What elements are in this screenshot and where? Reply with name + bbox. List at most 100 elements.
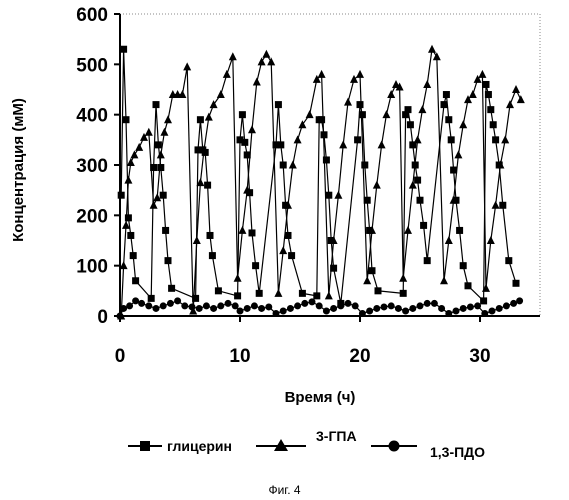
legend-item-glycerin: глицерин	[128, 438, 232, 454]
data-point-circle	[496, 305, 503, 312]
series-line-glycerin	[121, 49, 516, 303]
data-point-circle	[153, 305, 160, 312]
legend-square-marker-icon	[140, 441, 150, 451]
data-point-square	[155, 141, 162, 148]
data-point-square	[153, 101, 160, 108]
data-point-circle	[395, 305, 402, 312]
data-point-circle	[287, 305, 294, 312]
data-point-triangle	[229, 52, 237, 60]
data-point-circle	[138, 300, 145, 307]
data-point-square	[490, 121, 497, 128]
data-point-circle	[316, 302, 323, 309]
data-point-square	[445, 116, 452, 123]
legend-item-1-3-pdo: 1,3-ПДО	[371, 441, 485, 461]
data-point-square	[465, 282, 472, 289]
data-point-square	[480, 297, 487, 304]
data-point-triangle	[517, 95, 525, 103]
data-point-circle	[373, 305, 380, 312]
data-point-square	[168, 285, 175, 292]
data-point-circle	[453, 307, 460, 314]
data-point-triangle	[418, 105, 426, 113]
data-point-triangle	[356, 70, 364, 78]
data-point-circle	[359, 310, 366, 317]
data-point-square	[443, 91, 450, 98]
data-point-triangle	[289, 161, 297, 169]
figure-caption: Фиг. 4	[0, 483, 569, 497]
data-point-circle	[174, 297, 181, 304]
data-point-circle	[280, 307, 287, 314]
data-point-square	[197, 116, 204, 123]
data-point-circle	[388, 302, 395, 309]
legend-item-3-hpa: 3-ГПА	[256, 428, 357, 451]
data-point-triangle	[492, 201, 500, 209]
data-point-square	[424, 257, 431, 264]
data-point-triangle	[127, 158, 135, 166]
series-line-3-hpa	[121, 49, 521, 316]
data-point-square	[492, 136, 499, 143]
data-point-triangle	[164, 115, 172, 123]
y-tick-label: 0	[97, 307, 108, 328]
data-point-triangle	[487, 236, 495, 244]
data-point-square	[485, 91, 492, 98]
data-point-triangle	[217, 90, 225, 98]
x-axis-title: Время (ч)	[285, 389, 356, 406]
data-point-square	[361, 162, 368, 169]
data-point-circle	[431, 300, 438, 307]
data-point-circle	[273, 310, 280, 317]
data-point-square	[207, 232, 214, 239]
data-point-triangle	[382, 110, 390, 118]
data-point-circle	[237, 307, 244, 314]
legend-label-3-hpa: 3-ГПА	[316, 428, 357, 444]
data-point-triangle	[506, 100, 514, 108]
data-point-circle	[126, 302, 133, 309]
data-point-square	[407, 121, 414, 128]
data-point-square	[499, 202, 506, 209]
data-point-circle	[244, 305, 251, 312]
data-point-square	[405, 106, 412, 113]
data-point-triangle	[124, 176, 132, 184]
series-glycerin	[118, 46, 520, 307]
data-point-square	[130, 252, 137, 259]
x-tick-label: 0	[115, 346, 126, 367]
data-point-square	[127, 232, 134, 239]
data-point-circle	[251, 302, 258, 309]
data-point-circle	[467, 303, 474, 310]
data-point-square	[157, 164, 164, 171]
data-point-square	[120, 46, 127, 53]
x-tick-label: 20	[349, 346, 370, 367]
series-layer	[117, 45, 525, 320]
data-point-circle	[225, 300, 232, 307]
y-tick-label: 100	[76, 257, 108, 278]
data-point-square	[204, 182, 211, 189]
data-point-triangle	[150, 201, 158, 209]
data-point-triangle	[373, 181, 381, 189]
data-point-triangle	[334, 191, 342, 199]
data-point-square	[275, 101, 282, 108]
data-point-triangle	[344, 98, 352, 106]
data-point-triangle	[234, 274, 242, 282]
data-point-triangle	[183, 62, 191, 70]
data-point-square	[354, 136, 361, 143]
data-point-circle	[352, 302, 359, 309]
plot-area-frame	[120, 14, 540, 316]
data-point-triangle	[238, 226, 246, 234]
data-point-square	[483, 81, 490, 88]
data-point-triangle	[135, 143, 143, 151]
data-point-triangle	[279, 246, 287, 254]
data-point-triangle	[253, 77, 261, 85]
data-point-circle	[489, 307, 496, 314]
data-point-square	[162, 227, 169, 234]
y-tick-label: 400	[76, 106, 108, 127]
data-point-circle	[445, 310, 452, 317]
data-point-circle	[345, 300, 352, 307]
data-point-circle	[516, 297, 523, 304]
data-point-circle	[301, 300, 308, 307]
data-point-square	[132, 277, 139, 284]
data-point-square	[505, 257, 512, 264]
data-point-triangle	[454, 150, 462, 158]
data-point-triangle	[339, 140, 347, 148]
data-point-square	[313, 292, 320, 299]
data-point-triangle	[325, 291, 333, 299]
data-point-square	[234, 292, 241, 299]
data-point-triangle	[294, 135, 302, 143]
